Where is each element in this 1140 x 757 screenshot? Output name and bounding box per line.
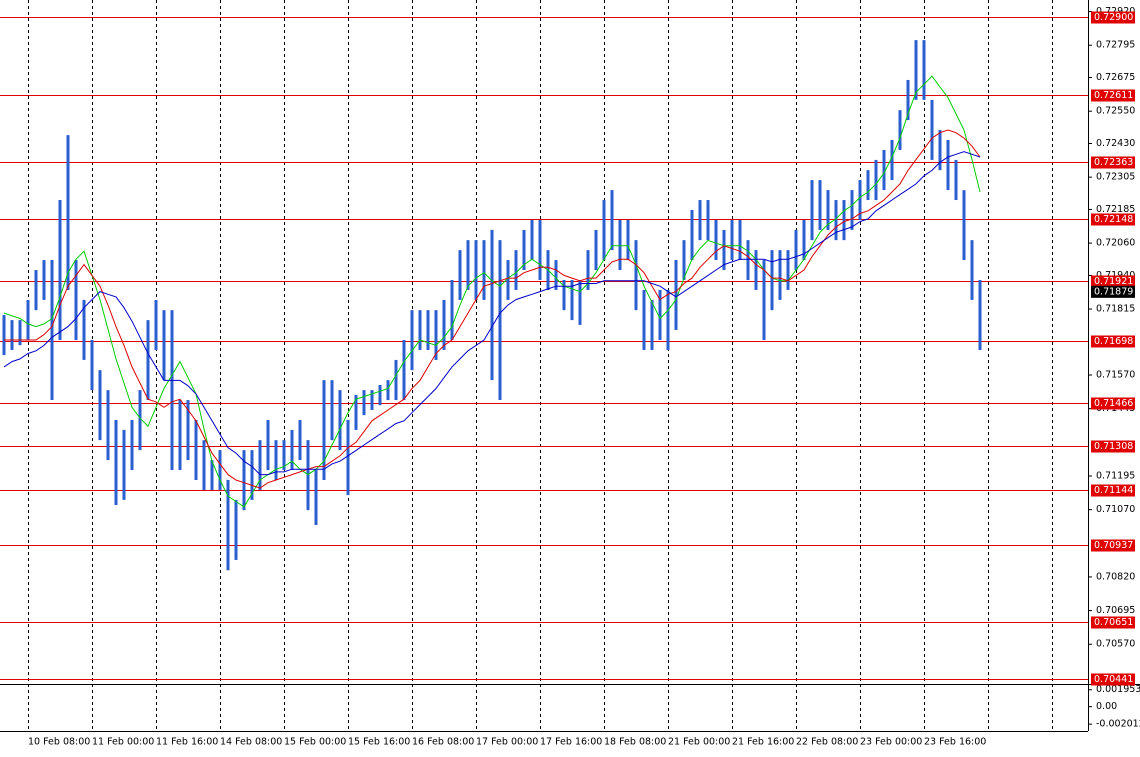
level-box (1091, 673, 1135, 686)
x-tick-label: 16 Feb 08:00 (412, 737, 474, 748)
y-tick-label: 0.70820 (1096, 571, 1135, 582)
moving-average (3, 151, 981, 476)
level-label: 0.71466 (1094, 398, 1133, 409)
level-label: 0.72363 (1094, 157, 1133, 168)
level-label: 0.71144 (1094, 485, 1133, 496)
x-tick-label: 21 Feb 00:00 (668, 737, 730, 748)
y-tick-label: 0.71570 (1096, 370, 1135, 381)
x-tick-label: 15 Feb 16:00 (348, 737, 410, 748)
y-tick-label: 0.72675 (1096, 72, 1135, 83)
y-tick-label: 0.71940 (1096, 270, 1135, 281)
x-tick-label: 17 Feb 00:00 (476, 737, 538, 748)
level-box (1091, 616, 1135, 629)
x-tick-label: 14 Feb 08:00 (220, 737, 282, 748)
moving-average (3, 75, 981, 508)
level-label: 0.72611 (1094, 90, 1133, 101)
y-tick-label: 0.71815 (1096, 304, 1135, 315)
y-tick-label: 0.72305 (1096, 172, 1135, 183)
level-label: 0.70937 (1094, 540, 1133, 551)
y-tick-label: 0.72185 (1096, 204, 1135, 215)
y-tick-label: 0.72430 (1096, 138, 1135, 149)
indicator-tick-label: 0.00 (1096, 701, 1117, 712)
x-tick-label: 10 Feb 08:00 (28, 737, 90, 748)
level-box (1091, 539, 1135, 552)
level-box (1091, 89, 1135, 102)
y-tick-label: 0.71070 (1096, 504, 1135, 515)
level-label: 0.70651 (1094, 617, 1133, 628)
x-tick-label: 23 Feb 16:00 (924, 737, 986, 748)
level-box (1091, 11, 1135, 24)
x-tick-label: 11 Feb 16:00 (156, 737, 218, 748)
x-tick-label: 18 Feb 08:00 (604, 737, 666, 748)
y-tick-label: 0.72550 (1096, 106, 1135, 117)
level-box (1091, 335, 1135, 348)
level-box (1091, 156, 1135, 169)
level-box (1091, 440, 1135, 453)
x-tick-label: 23 Feb 00:00 (860, 737, 922, 748)
y-tick-label: 0.70570 (1096, 639, 1135, 650)
level-box (1091, 484, 1135, 497)
level-label: 0.71698 (1094, 336, 1133, 347)
level-label: 0.70441 (1094, 674, 1133, 685)
indicator-tick-label: 0.001953 (1096, 684, 1140, 695)
x-tick-label: 15 Feb 00:00 (284, 737, 346, 748)
x-tick-label: 11 Feb 00:00 (92, 737, 154, 748)
level-box (1091, 275, 1135, 288)
x-tick-label: 22 Feb 08:00 (796, 737, 858, 748)
last-price-label: 0.71879 (1094, 286, 1133, 297)
x-tick-label: 21 Feb 16:00 (732, 737, 794, 748)
level-label: 0.71921 (1094, 276, 1133, 287)
y-tick-label: 0.72795 (1096, 40, 1135, 51)
moving-average (4, 129, 981, 489)
level-box (1091, 213, 1135, 226)
y-tick-label: 0.72060 (1096, 238, 1135, 249)
level-label: 0.72900 (1094, 12, 1133, 23)
level-label: 0.72148 (1094, 214, 1133, 225)
level-box (1091, 397, 1135, 410)
indicator-tick-label: -0.002012 (1096, 719, 1140, 730)
last-price-box (1091, 285, 1135, 298)
y-tick-label: 0.71195 (1096, 470, 1135, 481)
x-tick-label: 17 Feb 16:00 (540, 737, 602, 748)
y-tick-label: 0.70695 (1096, 605, 1135, 616)
level-label: 0.71308 (1094, 441, 1133, 452)
